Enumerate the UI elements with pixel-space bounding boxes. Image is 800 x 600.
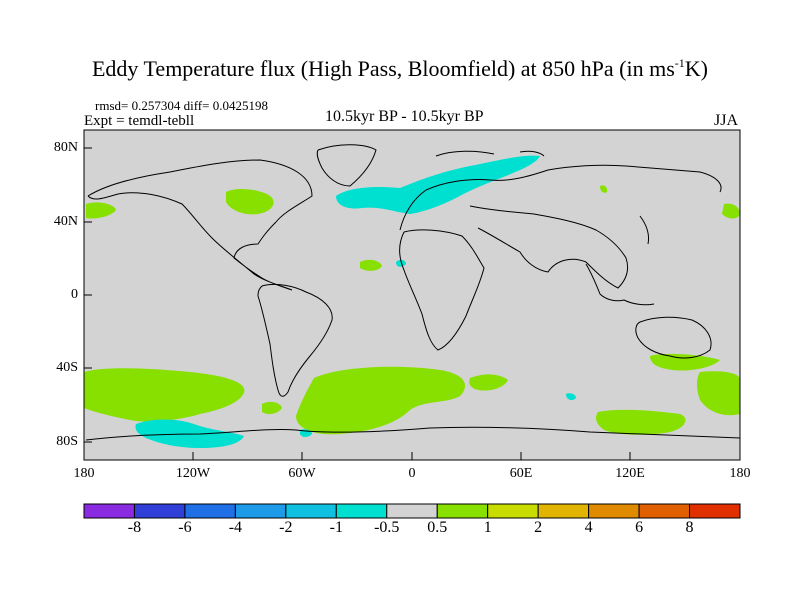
green-region-drake [262,401,282,415]
x-ticks [83,452,741,460]
colorbar-label: 6 [635,519,644,536]
green-region-atlantic [360,259,382,271]
coastline-japan [639,215,649,245]
experiment-label: Expt = temdl-tebll [84,113,195,129]
colorbar-swatch [386,503,438,519]
subtitle: 10.5kyr BP - 10.5kyr BP [325,108,484,125]
colorbar [83,503,741,519]
colorbar-swatch [234,503,287,519]
y-tick-label-80n: 80N [53,140,78,155]
y-tick-label-80s: 80S [56,434,78,449]
green-region-south-atlantic [296,366,466,435]
green-region-north-pacific [86,202,116,219]
coastline-africa [399,229,485,351]
green-region-siberia [600,185,608,193]
coastline-greenland [316,144,377,187]
green-region-north-pacific-east [722,203,740,219]
map-title: Eddy Temperature flux (High Pass, Bloomf… [0,56,800,82]
green-region-australia [650,353,720,371]
positive-anomaly-regions [84,185,740,435]
title-end: K) [684,56,708,81]
x-tick-label-120e: 120E [615,466,645,481]
colorbar-label: -2 [279,519,293,536]
title-superscript: -1 [674,56,685,70]
colorbar-label: -0.5 [374,519,400,536]
colorbar-label: 8 [685,519,694,536]
colorbar-swatch [436,503,489,519]
coastline-antarctica [85,426,741,441]
colorbar-label: -8 [127,519,142,536]
green-region-south-pacific-east [697,371,740,416]
coastlines [85,144,741,441]
colorbar-swatch [638,503,691,519]
y-tick-label-40s: 40S [56,360,78,375]
coastline-asia [469,205,629,289]
colorbar-label: -4 [228,519,243,536]
y-ticks [84,147,92,443]
y-tick-label-40n: 40N [53,214,78,229]
x-tick-label-180e: 180 [729,466,751,481]
colorbar-label: -6 [178,519,192,536]
colorbar-swatch [689,503,741,519]
colorbar-swatch [184,503,236,519]
coastline-south-america [257,283,333,397]
title-main: Eddy Temperature flux (High Pass, Bloomf… [91,56,675,81]
green-region-indian-ocean [469,374,508,391]
colorbar-swatch [487,503,539,519]
green-region-south-indian [596,409,686,435]
colorbar-label: -1 [329,519,343,536]
cyan-region-north-africa [396,259,406,267]
colorbar-label: 2 [534,519,543,536]
x-tick-label-0: 0 [408,466,416,481]
stats-text: rmsd= 0.257304 diff= 0.0425198 [95,98,268,113]
green-region-canada [226,189,274,215]
season-label: JJA [714,112,739,129]
x-tick-label-60w: 60W [288,466,316,481]
colorbar-swatch [537,503,590,519]
colorbar-swatch [83,503,135,519]
cyan-region-north-atlantic-europe [336,155,540,214]
x-tick-label-180w: 180 [73,466,95,481]
y-tick-label-0: 0 [71,287,78,302]
colorbar-swatch [133,503,186,519]
coastline-southeast-asia [585,263,655,306]
colorbar-swatch [588,503,640,519]
coastline-arctic-islands [435,150,545,157]
colorbar-label: 0.5 [427,519,448,536]
coastline-north-america [87,159,313,291]
colorbar-label: 4 [584,519,593,536]
colorbar-swatch [335,503,388,519]
colorbar-label: 1 [483,519,492,536]
colorbar-swatch [285,503,337,519]
x-tick-label-60e: 60E [509,466,533,481]
coastline-europe [399,164,722,231]
coastline-australia [635,316,712,359]
green-region-south-pacific-west [84,368,245,422]
x-tick-label-120w: 120W [175,466,211,481]
cyan-region-small-south [566,393,576,401]
